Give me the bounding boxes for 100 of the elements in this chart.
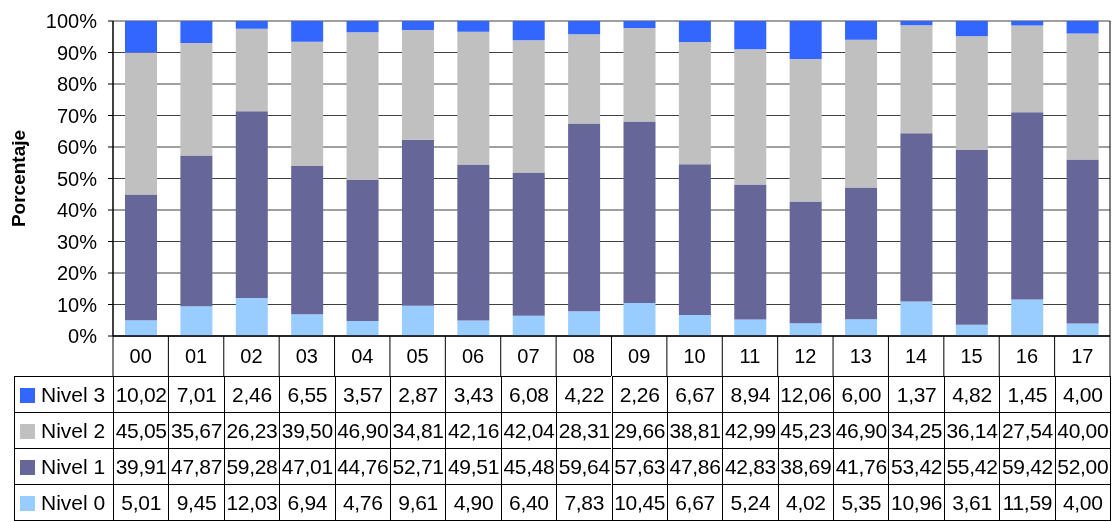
data-label: 47,86 — [669, 455, 721, 478]
y-tick-label: 90% — [56, 41, 98, 64]
data-label: 38,81 — [669, 419, 721, 442]
data-label: 46,90 — [337, 419, 389, 442]
data-label: 5,35 — [841, 491, 882, 514]
data-label: 47,01 — [281, 455, 333, 478]
bar — [623, 21, 656, 29]
data-label: 6,40 — [509, 491, 549, 514]
bar — [512, 315, 545, 336]
bar — [235, 111, 268, 299]
data-label: 36,14 — [946, 419, 998, 442]
x-tick-label: 02 — [240, 345, 263, 367]
data-label: 26,23 — [226, 419, 278, 442]
data-label: 57,63 — [614, 455, 666, 478]
y-tick-label: 10% — [56, 293, 98, 316]
data-label: 11,59 — [1002, 491, 1053, 514]
data-label: 8,94 — [730, 383, 771, 406]
data-label: 3,57 — [342, 383, 383, 406]
bar — [125, 21, 157, 53]
data-label: 35,67 — [171, 419, 223, 442]
data-label: 6,94 — [287, 491, 328, 514]
bar — [900, 133, 933, 302]
bar — [235, 298, 268, 336]
bar — [845, 39, 878, 188]
bar — [789, 21, 822, 59]
data-label: 44,76 — [337, 455, 389, 478]
bar — [1011, 112, 1044, 300]
data-label: 59,64 — [558, 455, 610, 478]
bar — [235, 21, 268, 29]
bar — [845, 319, 878, 336]
x-tick-label: 15 — [960, 345, 983, 367]
data-label: 40,00 — [1057, 419, 1109, 442]
bar — [955, 36, 988, 151]
x-tick-label: 16 — [1015, 345, 1039, 367]
data-label: 45,23 — [780, 419, 832, 442]
bar — [789, 323, 822, 336]
data-label: 4,90 — [453, 491, 494, 514]
bar — [125, 52, 157, 195]
data-label: 2,87 — [398, 383, 438, 406]
bar — [180, 21, 213, 44]
data-label: 47,87 — [171, 455, 223, 478]
data-label: 2,26 — [619, 383, 660, 406]
x-tick-label: 07 — [517, 345, 540, 367]
y-tick-label: 30% — [56, 230, 98, 253]
bar — [845, 21, 878, 40]
bar — [789, 58, 822, 202]
data-label: 6,00 — [841, 383, 882, 406]
x-tick-label: 00 — [129, 345, 152, 367]
bar — [401, 30, 434, 140]
data-label: 2,46 — [232, 383, 272, 406]
bar — [346, 32, 379, 181]
y-tick-label: 60% — [56, 136, 98, 159]
bar — [401, 305, 434, 336]
bar — [900, 21, 933, 26]
bar — [512, 40, 545, 173]
y-tick-label: 80% — [56, 73, 98, 96]
data-label: 42,83 — [724, 455, 776, 478]
data-label: 49,51 — [447, 455, 500, 478]
data-label: 52,00 — [1057, 455, 1109, 478]
bar — [512, 172, 545, 316]
y-tick-label: 0% — [68, 325, 98, 348]
bar — [180, 155, 213, 307]
bar — [401, 139, 434, 306]
bar — [568, 311, 601, 336]
data-label: 4,00 — [1062, 383, 1103, 406]
x-tick-label: 12 — [794, 345, 817, 367]
bar — [1066, 21, 1099, 34]
y-tick-label: 40% — [56, 199, 98, 222]
bar — [235, 28, 268, 112]
data-label: 4,00 — [1062, 491, 1103, 514]
data-label: 41,76 — [835, 455, 887, 478]
data-label: 46,90 — [835, 419, 887, 442]
bar — [734, 21, 767, 50]
y-tick-label: 20% — [56, 262, 98, 285]
x-tick-label: 14 — [905, 345, 928, 367]
bar — [678, 164, 711, 315]
data-label: 39,91 — [115, 455, 167, 478]
data-label: 10,02 — [115, 383, 167, 406]
x-tick-label: 13 — [849, 345, 872, 367]
bar — [457, 320, 490, 336]
data-label: 55,42 — [946, 455, 998, 478]
bar — [346, 21, 379, 33]
data-label: 7,01 — [176, 383, 217, 406]
data-label: 42,16 — [447, 419, 500, 442]
bar — [346, 321, 379, 336]
data-label: 4,22 — [564, 383, 605, 406]
data-label: 28,31 — [558, 419, 610, 442]
x-tick-label: 04 — [351, 345, 374, 367]
bar — [291, 314, 324, 336]
bar — [1011, 299, 1044, 336]
data-label: 6,55 — [287, 383, 328, 406]
data-label: 4,82 — [952, 383, 992, 406]
bar — [623, 121, 656, 304]
data-label: 45,48 — [503, 455, 555, 478]
bar — [125, 320, 157, 336]
data-label: 6,08 — [509, 383, 549, 406]
bar — [1066, 159, 1099, 324]
bar — [291, 41, 324, 167]
data-label: 42,99 — [724, 419, 776, 442]
data-label: 39,50 — [281, 419, 333, 442]
